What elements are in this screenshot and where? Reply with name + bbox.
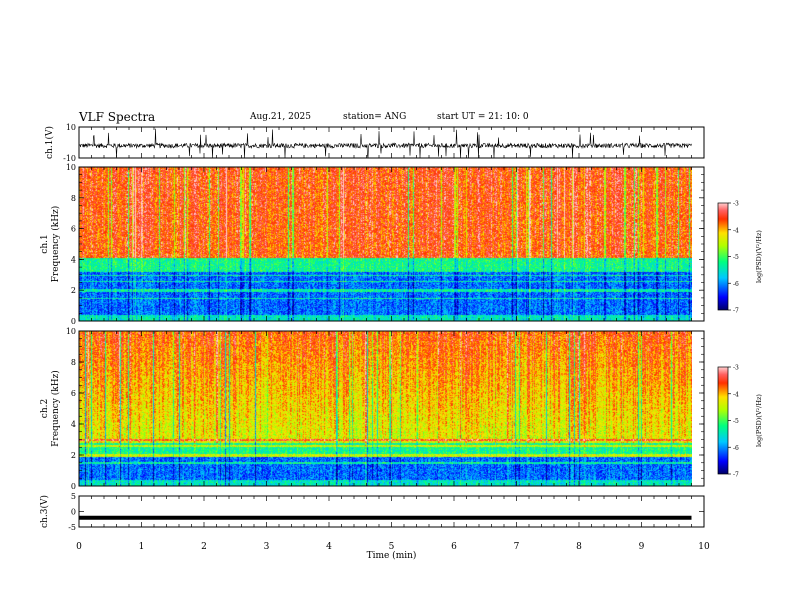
x-tick-label: 3 — [264, 542, 270, 552]
ch1-ylabel-line2: Frequency (kHz) — [50, 206, 61, 283]
y-tick-label-1: 6 — [71, 225, 76, 234]
colorbar-tick-label: -5 — [733, 254, 739, 261]
y-tick-label-1: 0 — [71, 317, 76, 326]
y-tick-label-1: 10 — [66, 163, 76, 172]
x-tick-label: 0 — [76, 542, 82, 552]
x-tick-label: 1 — [139, 542, 145, 552]
y-tick-label-2: 6 — [71, 389, 76, 398]
colorbar-label-2: log(PSD)(V²/Hz) — [755, 394, 763, 447]
colorbar-tick-label: -3 — [733, 365, 739, 372]
y-tick-label-3: -5 — [68, 523, 76, 532]
colorbar-1 — [717, 202, 729, 311]
y-tick-label-1: 2 — [71, 286, 76, 295]
y-tick-label-2: 2 — [71, 451, 76, 460]
x-axis-label: Time (min) — [367, 550, 417, 561]
spectrogram-2 — [79, 331, 692, 486]
y-tick-label-3: 5 — [71, 492, 76, 501]
y-tick-label-2: 8 — [71, 358, 76, 367]
spectrogram-1 — [79, 167, 692, 321]
colorbar-tick-label: -6 — [733, 445, 739, 452]
spectrogram-canvas-2 — [79, 331, 692, 486]
colorbar-tick-label: -4 — [733, 391, 739, 398]
x-tick-label: 7 — [514, 542, 520, 552]
ch2-ylabel-line1: ch.2 — [40, 399, 50, 418]
figure-title: VLF Spectra — [79, 110, 156, 124]
x-tick-label: 5 — [389, 542, 395, 552]
x-tick-label: 2 — [201, 542, 207, 552]
ch1-ylabel-line1: ch.1 — [40, 234, 50, 253]
ch2-ylabel-line2: Frequency (kHz) — [50, 370, 61, 447]
ch1-waveform-line — [78, 128, 692, 159]
y-tick-label-2: 10 — [66, 327, 76, 336]
colorbar-tick-label: -7 — [733, 472, 739, 479]
colorbar-label-1: log(PSD)(V²/Hz) — [755, 230, 763, 283]
colorbar-tick-label: -5 — [733, 418, 739, 425]
y-tick-label-3: 0 — [71, 508, 76, 517]
y-tick-label-2: 0 — [71, 482, 76, 491]
x-tick-label: 6 — [451, 542, 457, 552]
ch3-ylabel: ch.3(V) — [39, 495, 50, 528]
x-tick-label: 10 — [698, 542, 710, 552]
x-tick-label: 4 — [326, 542, 332, 552]
station-label: station= ANG — [343, 112, 407, 122]
x-tick-label: 9 — [639, 542, 645, 552]
colorbar-tick-label: -7 — [733, 308, 739, 315]
start-time-label: start UT = 21: 10: 0 — [437, 112, 529, 122]
colorbar-2 — [717, 366, 729, 475]
colorbar-tick-label: -4 — [733, 227, 739, 234]
x-tick-label: 8 — [576, 542, 582, 552]
y-tick-label-2: 4 — [71, 420, 76, 429]
colorbar-tick-label: -6 — [733, 281, 739, 288]
date-label: Aug.21, 2025 — [250, 112, 311, 122]
y-tick-label-1: 4 — [71, 255, 76, 264]
y-tick-label-0: 10 — [66, 123, 76, 132]
colorbar-tick-label: -3 — [733, 201, 739, 208]
y-tick-label-1: 8 — [71, 194, 76, 203]
ch1-ylabel: ch.1(V) — [44, 126, 55, 159]
y-tick-label-0: -10 — [63, 154, 76, 163]
spectrogram-canvas-1 — [79, 167, 692, 321]
